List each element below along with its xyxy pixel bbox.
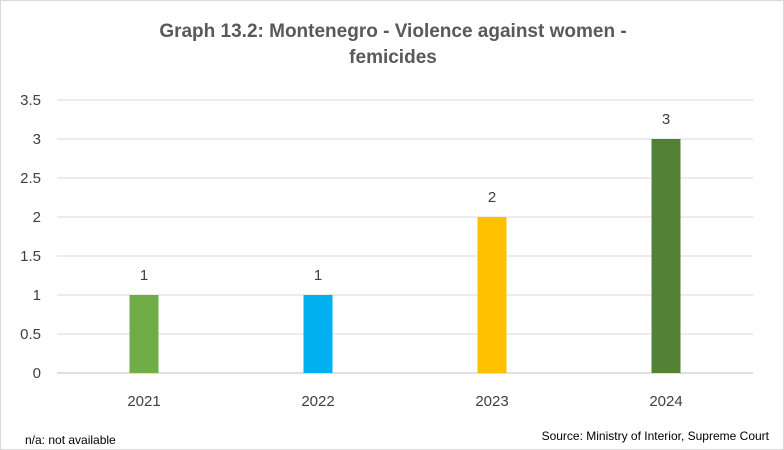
- y-tick-label: 2: [33, 209, 41, 226]
- data-labels: 1 1 2 3: [140, 111, 670, 284]
- x-tick-label: 2023: [475, 393, 508, 410]
- y-tick-label: 1: [33, 287, 41, 304]
- bar-2023: [477, 217, 507, 373]
- data-label: 3: [662, 111, 670, 128]
- y-tick-label: 2.5: [20, 170, 41, 187]
- x-tick-label: 2022: [301, 393, 334, 410]
- y-tick-label: 3: [33, 131, 41, 148]
- data-label: 1: [140, 267, 148, 284]
- gridlines: [57, 99, 753, 374]
- footnote-not-available: n/a: not available: [25, 433, 116, 447]
- y-tick-label: 0.5: [20, 326, 41, 343]
- bars: [129, 139, 681, 373]
- source-note: Source: Ministry of Interior, Supreme Co…: [541, 429, 769, 443]
- x-axis-tick-labels: 2021 2022 2023 2024: [127, 393, 682, 410]
- x-tick-label: 2021: [127, 393, 160, 410]
- data-label: 2: [488, 189, 496, 206]
- bar-2022: [303, 295, 333, 373]
- chart-title: Graph 13.2: Montenegro - Violence agains…: [159, 21, 627, 68]
- x-tick-label: 2024: [649, 393, 682, 410]
- y-tick-label: 3.5: [20, 92, 41, 109]
- bar-2021: [129, 295, 159, 373]
- data-label: 1: [314, 267, 322, 284]
- bar-2024: [651, 139, 681, 373]
- y-tick-label: 1.5: [20, 248, 41, 265]
- y-axis-tick-labels: 0 0.5 1 1.5 2 2.5 3 3.5: [20, 92, 41, 382]
- y-tick-label: 0: [33, 365, 41, 382]
